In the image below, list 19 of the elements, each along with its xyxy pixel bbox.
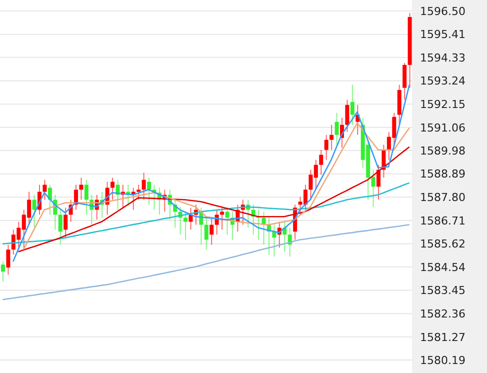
- y-tick-label: 1591.06: [420, 121, 466, 134]
- y-tick-label: 1586.71: [420, 214, 466, 228]
- y-tick-label: 1588.89: [420, 168, 466, 181]
- y-tick-label: 1584.54: [420, 260, 466, 274]
- y-tick-label: 1596.50: [420, 4, 466, 18]
- y-tick-label: 1585.62: [420, 238, 466, 251]
- y-tick-label: 1592.15: [420, 98, 466, 111]
- line-series: [12, 84, 410, 262]
- y-tick-label: 1580.19: [420, 354, 466, 367]
- y-tick-label: 1583.45: [420, 284, 466, 298]
- y-tick-label: 1589.98: [420, 144, 466, 158]
- y-tick-label: 1593.24: [420, 74, 466, 88]
- y-tick-label: 1595.41: [420, 28, 466, 42]
- line-series: [2, 224, 410, 300]
- y-tick-label: 1581.27: [420, 330, 466, 344]
- y-tick-label: 1582.36: [420, 307, 466, 320]
- y-tick-label: 1587.80: [420, 191, 466, 204]
- y-tick-label: 1594.33: [420, 51, 466, 64]
- line-series: [18, 146, 410, 252]
